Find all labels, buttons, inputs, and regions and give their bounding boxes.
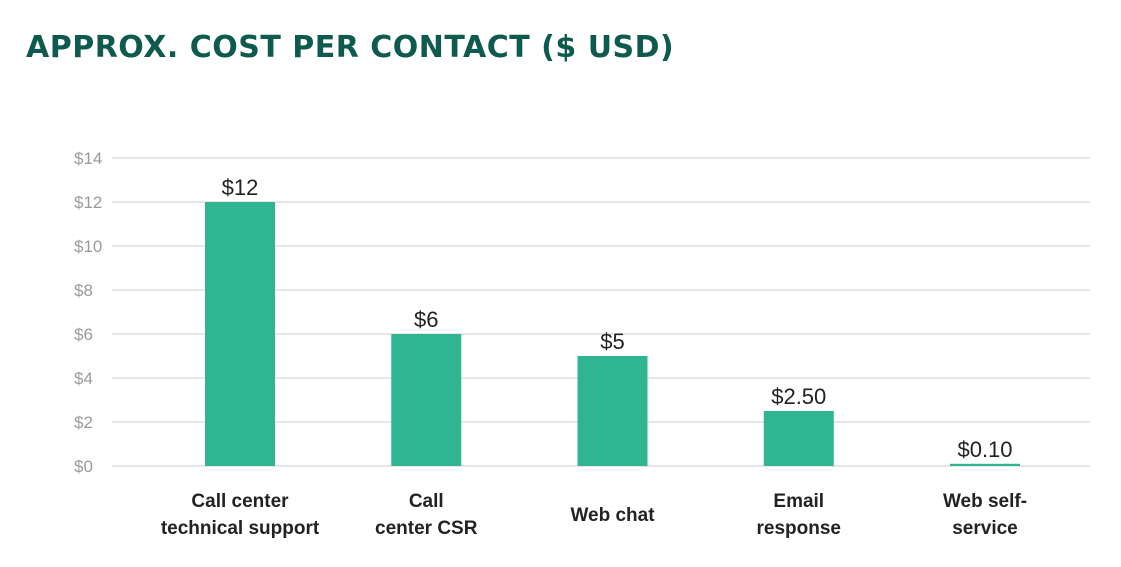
category-label: response: [757, 518, 841, 539]
data-label: $6: [414, 307, 438, 332]
data-label: $2.50: [771, 384, 826, 409]
bar: [763, 411, 834, 466]
category-label: service: [952, 518, 1018, 539]
y-tick-label: $8: [74, 281, 93, 300]
category-label: Call: [409, 491, 444, 512]
chart-title: APPROX. COST PER CONTACT ($ USD): [26, 30, 675, 65]
category-label: technical support: [161, 518, 320, 539]
bar: [950, 463, 1020, 466]
category-label: Email: [773, 491, 824, 512]
bar: [205, 202, 275, 466]
category-label: center CSR: [375, 518, 478, 539]
bar: [391, 334, 462, 466]
y-tick-label: $2: [74, 413, 93, 432]
category-label: Web self-: [943, 491, 1027, 512]
y-tick-label: $4: [74, 369, 93, 388]
data-label: $0.10: [957, 437, 1012, 462]
category-label: Web chat: [570, 505, 655, 526]
y-tick-label: $14: [74, 149, 102, 168]
data-label: $5: [600, 329, 624, 354]
y-tick-label: $12: [74, 193, 102, 212]
category-label: Call center: [191, 491, 289, 512]
y-tick-label: $6: [74, 325, 93, 344]
data-label: $12: [222, 175, 259, 200]
y-tick-label: $10: [74, 237, 102, 256]
y-tick-label: $0: [74, 457, 93, 476]
bar: [577, 356, 648, 466]
